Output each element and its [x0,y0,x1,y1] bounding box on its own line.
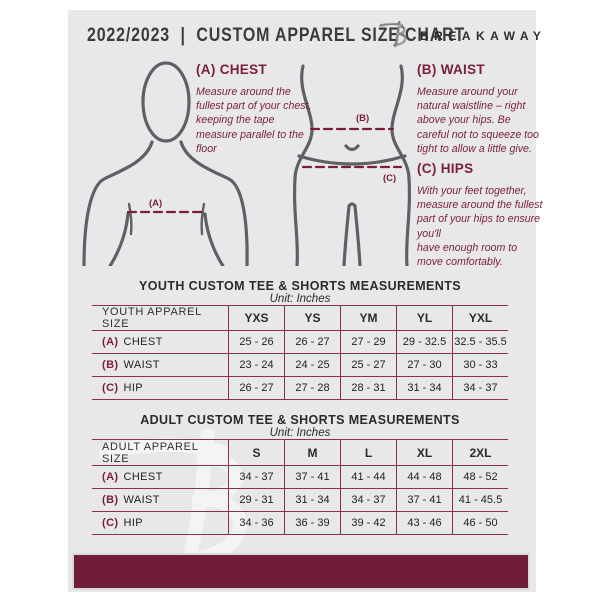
table-value-cell: 24 - 25 [284,354,340,377]
chest-line-label: (A) [149,198,162,209]
table-row-label: (A) CHEST [92,466,228,489]
table-value-cell: 26 - 27 [228,377,284,400]
table-value-cell: 27 - 30 [396,354,452,377]
table-value-cell: 37 - 41 [284,466,340,489]
table-value-cell: 34 - 36 [228,512,284,535]
table-value-cell: 39 - 42 [340,512,396,535]
waist-instruction-title: (B) WAIST [417,62,485,77]
table-label-column-header: ADULT APPAREL SIZE [92,439,228,466]
youth-section-unit: Unit: Inches [269,293,331,305]
table-value-cell: 25 - 26 [228,331,284,354]
table-value-cell: 41 - 44 [340,466,396,489]
row-measure-name: WAIST [123,359,160,371]
table-size-header: M [284,439,340,466]
row-key: (C) [102,382,119,394]
hips-instruction-title: (C) HIPS [417,161,474,176]
waist-hips-measurement-figure: (B) (C) [293,64,411,266]
row-key: (A) [102,336,119,348]
table-size-header: YL [396,305,452,331]
waist-instruction: (B) WAIST Measure around your natural wa… [417,62,539,156]
row-key: (A) [102,471,119,483]
flyer-card [68,10,536,592]
footer-accent-bar [72,553,530,590]
table-size-header: XL [396,439,452,466]
table-row-label: (C) HIP [92,512,228,535]
table-size-header: 2XL [452,439,508,466]
chest-instruction: (A) CHEST Measure around the fullest par… [196,62,316,156]
table-value-cell: 25 - 27 [340,354,396,377]
table-value-cell: 34 - 37 [228,466,284,489]
hips-line-label: (C) [383,173,396,184]
table-value-cell: 43 - 46 [396,512,452,535]
table-row-label: (B) WAIST [92,354,228,377]
table-value-cell: 29 - 31 [228,489,284,512]
table-value-cell: 23 - 24 [228,354,284,377]
table-value-cell: 29 - 32.5 [396,331,452,354]
table-value-cell: 32.5 - 35.5 [452,331,508,354]
table-value-cell: 46 - 50 [452,512,508,535]
youth-section-title: YOUTH CUSTOM TEE & SHORTS MEASUREMENTS [139,279,461,293]
hips-instruction-body: With your feet together, measure around … [417,185,543,268]
table-value-cell: 31 - 34 [284,489,340,512]
table-size-header: YXL [452,305,508,331]
table-value-cell: 41 - 45.5 [452,489,508,512]
table-value-cell: 27 - 29 [340,331,396,354]
hips-instruction: (C) HIPS With your feet together, measur… [417,161,545,269]
table-value-cell: 44 - 48 [396,466,452,489]
table-size-header: YXS [228,305,284,331]
waist-line-label: (B) [356,113,369,124]
table-row-label: (B) WAIST [92,489,228,512]
row-measure-name: CHEST [123,336,163,348]
row-measure-name: CHEST [123,471,163,483]
adult-size-table: ADULT APPAREL SIZE S M L XL 2XL (A) CHEST 34 - 3… [92,439,508,535]
table-value-cell: 31 - 34 [396,377,452,400]
table-value-cell: 48 - 52 [452,466,508,489]
table-value-cell: 30 - 33 [452,354,508,377]
table-value-cell: 37 - 41 [396,489,452,512]
table-row-label: (A) CHEST [92,331,228,354]
table-value-cell: 27 - 28 [284,377,340,400]
waist-instruction-body: Measure around your natural waistline – … [417,86,539,155]
table-size-header: L [340,439,396,466]
row-key: (C) [102,517,119,529]
page-title: 2022/2023 | CUSTOM APPAREL SIZE CHART [87,25,466,46]
row-measure-name: WAIST [123,494,160,506]
row-key: (B) [102,494,119,506]
adult-section-unit: Unit: Inches [269,427,331,439]
table-value-cell: 26 - 27 [284,331,340,354]
table-size-header: YM [340,305,396,331]
chest-measurement-figure: (A) [82,61,249,266]
chest-instruction-title: (A) CHEST [196,62,267,77]
youth-size-table: YOUTH APPAREL SIZE YXS YS YM YL YXL (A) CHEST 25… [92,305,508,400]
adult-section-title: ADULT CUSTOM TEE & SHORTS MEASUREMENTS [140,413,460,427]
row-key: (B) [102,359,119,371]
chest-instruction-body: Measure around the fullest part of your … [196,86,312,155]
table-value-cell: 34 - 37 [452,377,508,400]
table-value-cell: 28 - 31 [340,377,396,400]
row-measure-name: HIP [123,382,144,394]
table-value-cell: 36 - 39 [284,512,340,535]
table-size-header: YS [284,305,340,331]
table-value-cell: 34 - 37 [340,489,396,512]
brand-name: BREAKAWAY [420,29,547,43]
table-size-header: S [228,439,284,466]
table-row-label: (C) HIP [92,377,228,400]
breakaway-b-logo-icon [379,20,407,48]
row-measure-name: HIP [123,517,144,529]
table-label-column-header: YOUTH APPAREL SIZE [92,305,228,331]
